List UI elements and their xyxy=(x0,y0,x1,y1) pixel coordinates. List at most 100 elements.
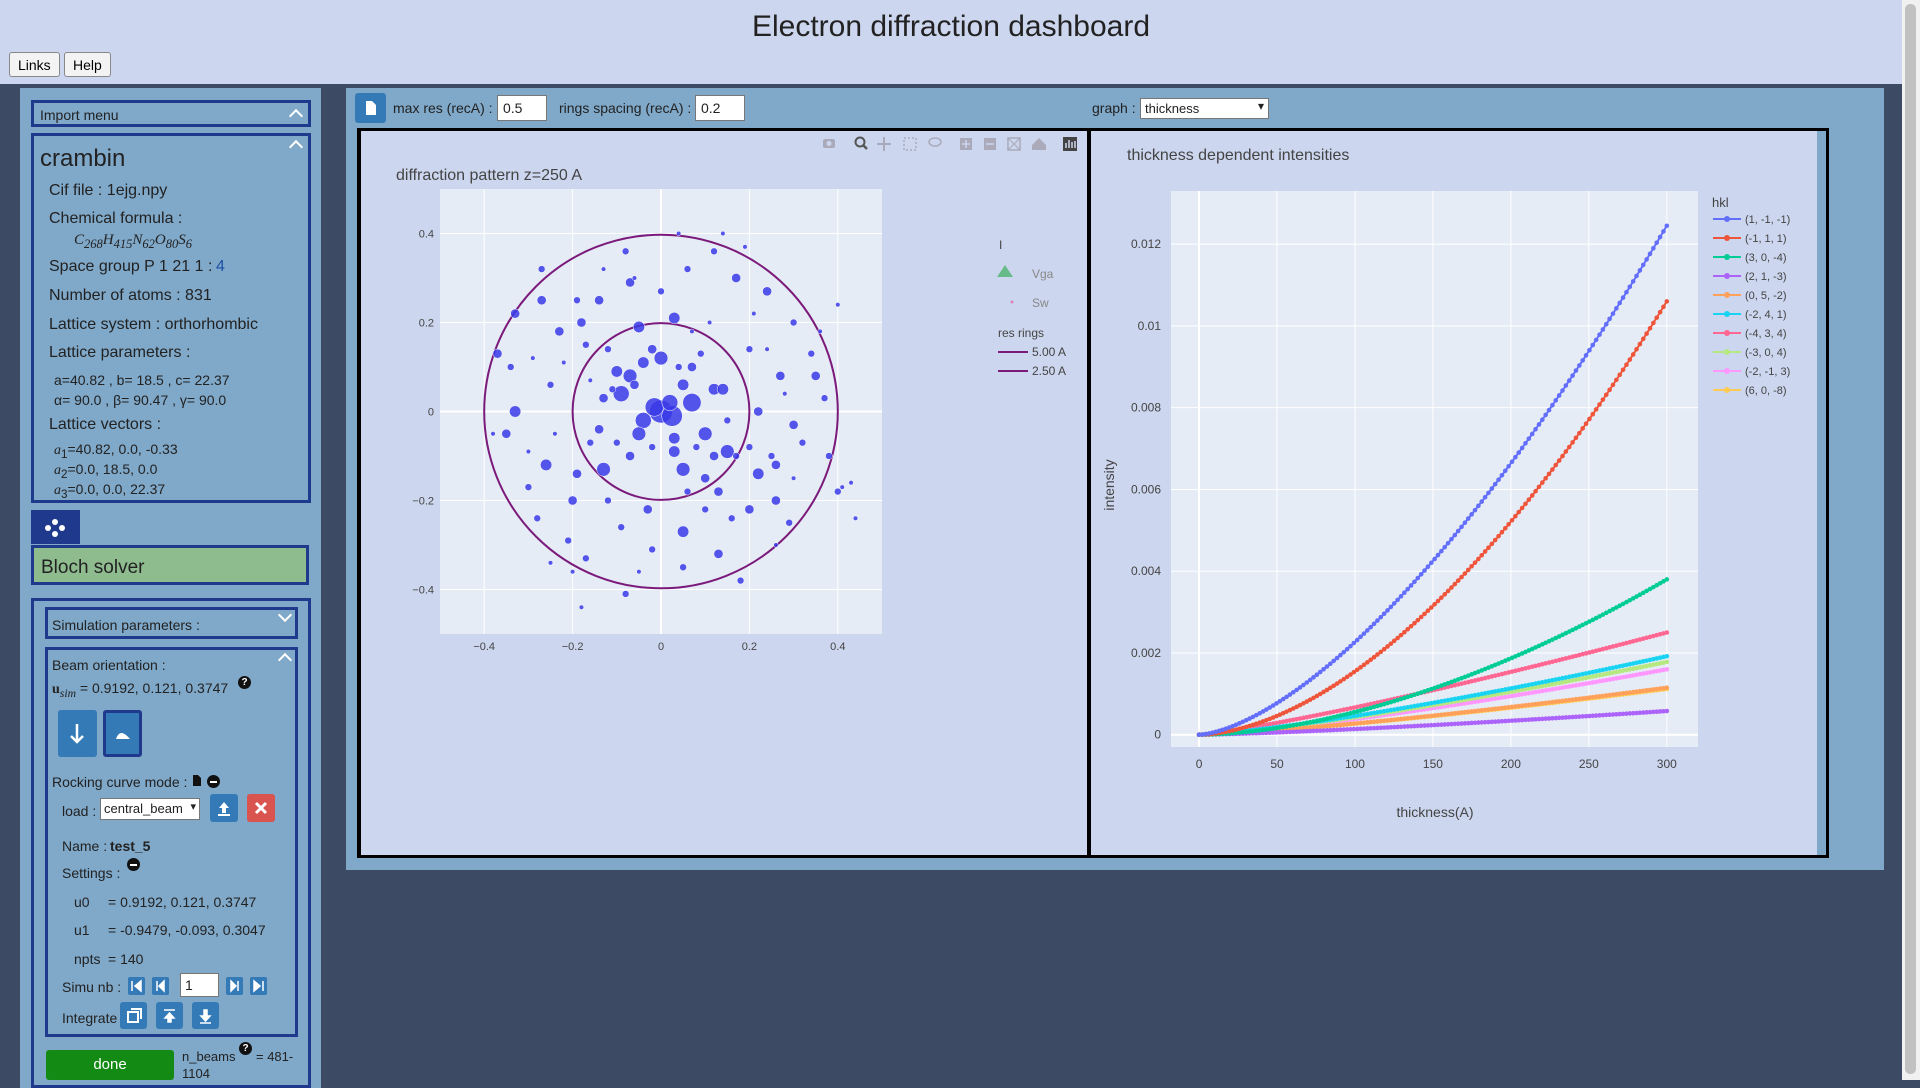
diffraction-spot xyxy=(554,326,565,337)
beam-down-button[interactable] xyxy=(58,710,97,757)
data-point xyxy=(1391,601,1397,606)
box-select-icon[interactable] xyxy=(903,137,917,151)
legend-item[interactable]: 2.50 A xyxy=(1032,364,1066,378)
data-point xyxy=(1657,580,1663,586)
legend-item[interactable]: Vga xyxy=(1032,267,1054,281)
simu-nb-label: Simu nb : xyxy=(62,979,122,995)
space-group-link[interactable]: 4 xyxy=(216,258,225,275)
bloch-solver-header[interactable]: Bloch solver xyxy=(31,545,309,585)
last-simu-button[interactable] xyxy=(250,977,267,995)
help-button[interactable]: Help xyxy=(64,52,111,77)
data-point xyxy=(1553,462,1559,468)
download-button[interactable] xyxy=(355,93,386,123)
integrate-all-button[interactable] xyxy=(120,1002,147,1029)
help-icon[interactable]: ? xyxy=(239,1042,252,1055)
zoom-in-icon[interactable] xyxy=(960,138,972,150)
data-point xyxy=(1398,716,1404,722)
graph-select[interactable]: thickness ▾ xyxy=(1140,98,1269,119)
data-point xyxy=(1287,692,1293,697)
home-icon[interactable] xyxy=(1032,138,1046,150)
chevron-up-icon[interactable] xyxy=(288,139,304,155)
rotate-button[interactable] xyxy=(103,710,142,757)
data-point xyxy=(1654,709,1660,714)
scrollbar-thumb[interactable] xyxy=(1905,4,1916,1074)
file-icon[interactable] xyxy=(192,774,202,787)
next-simu-button[interactable] xyxy=(226,977,243,995)
first-simu-button[interactable] xyxy=(128,977,145,995)
delete-button[interactable] xyxy=(247,794,275,822)
data-point xyxy=(1408,623,1414,629)
data-point xyxy=(1657,709,1663,714)
load-select[interactable]: central_beam ▾ xyxy=(100,798,200,820)
data-point xyxy=(1661,579,1666,584)
collapse-icon[interactable] xyxy=(207,775,220,788)
prev-simu-button[interactable] xyxy=(152,977,169,995)
data-point xyxy=(1516,703,1522,709)
data-point xyxy=(1550,715,1555,721)
data-point xyxy=(1630,596,1636,601)
data-point xyxy=(1331,727,1336,733)
data-point xyxy=(1445,588,1451,594)
data-point xyxy=(1455,702,1461,707)
data-point xyxy=(1311,675,1316,680)
zoom-out-icon[interactable] xyxy=(984,138,996,150)
help-icon[interactable]: ? xyxy=(238,676,251,689)
rings-spacing-input[interactable]: 0.2 xyxy=(695,95,745,121)
data-point xyxy=(1583,353,1589,358)
data-point xyxy=(1630,352,1636,357)
data-point xyxy=(1496,477,1501,483)
simulation-params-header[interactable]: Simulation parameters : xyxy=(45,607,298,639)
data-point xyxy=(1664,708,1670,714)
data-point xyxy=(1455,721,1461,727)
lasso-icon[interactable] xyxy=(928,137,942,147)
series-markers xyxy=(1196,223,1670,738)
y-tick-label: 0 xyxy=(1154,728,1161,742)
structure-toggle-button[interactable] xyxy=(31,510,80,544)
data-point xyxy=(1499,472,1505,478)
simu-nb-input[interactable]: 1 xyxy=(180,973,219,997)
data-point xyxy=(1664,630,1670,635)
rings-spacing-label: rings spacing (recA) : xyxy=(559,100,692,116)
import-menu-header[interactable]: Import menu xyxy=(31,100,311,127)
camera-icon[interactable] xyxy=(823,139,835,148)
plotly-logo-icon[interactable] xyxy=(1063,137,1077,151)
data-point xyxy=(1287,729,1293,735)
data-point xyxy=(1405,724,1411,729)
data-point xyxy=(1526,436,1532,441)
legend-item[interactable]: 5.00 A xyxy=(1032,345,1066,359)
max-res-input[interactable]: 0.5 xyxy=(497,95,547,121)
data-point xyxy=(1519,505,1525,511)
data-point xyxy=(1627,284,1633,290)
legend-item[interactable]: Sw xyxy=(1032,296,1049,310)
integrate-up-button[interactable] xyxy=(156,1002,183,1029)
chevron-up-icon[interactable] xyxy=(277,652,293,668)
collapse-icon[interactable] xyxy=(127,858,140,871)
setting-value: = 140 xyxy=(108,951,144,967)
chevron-down-icon[interactable] xyxy=(277,607,293,623)
data-point xyxy=(1250,728,1256,734)
data-point xyxy=(1378,725,1384,731)
diffraction-spot xyxy=(582,341,590,349)
data-point xyxy=(1341,727,1347,732)
upload-button[interactable] xyxy=(210,794,238,822)
zoom-icon[interactable] xyxy=(854,136,868,150)
chevron-up-icon[interactable] xyxy=(288,108,304,124)
data-point xyxy=(1465,567,1471,573)
data-point xyxy=(1395,597,1400,603)
links-button[interactable]: Links xyxy=(9,52,60,77)
integrate-down-button[interactable] xyxy=(192,1002,219,1029)
diffraction-spot xyxy=(788,420,799,430)
data-point xyxy=(1570,714,1575,720)
data-point xyxy=(1321,728,1326,733)
thickness-chart[interactable]: thickness dependent intensities thicknes… xyxy=(1091,131,1826,855)
data-point xyxy=(1607,608,1612,614)
autoscale-icon[interactable] xyxy=(1007,137,1021,151)
diffraction-chart[interactable]: diffraction pattern z=250 A I Vga Sw res… xyxy=(361,131,1087,855)
done-button[interactable]: done xyxy=(46,1050,174,1080)
data-point xyxy=(1630,710,1636,716)
pan-icon[interactable] xyxy=(877,137,891,151)
data-point xyxy=(1506,718,1511,724)
diffraction-spot xyxy=(751,311,757,317)
data-point xyxy=(1526,702,1532,708)
data-point xyxy=(1264,727,1269,732)
